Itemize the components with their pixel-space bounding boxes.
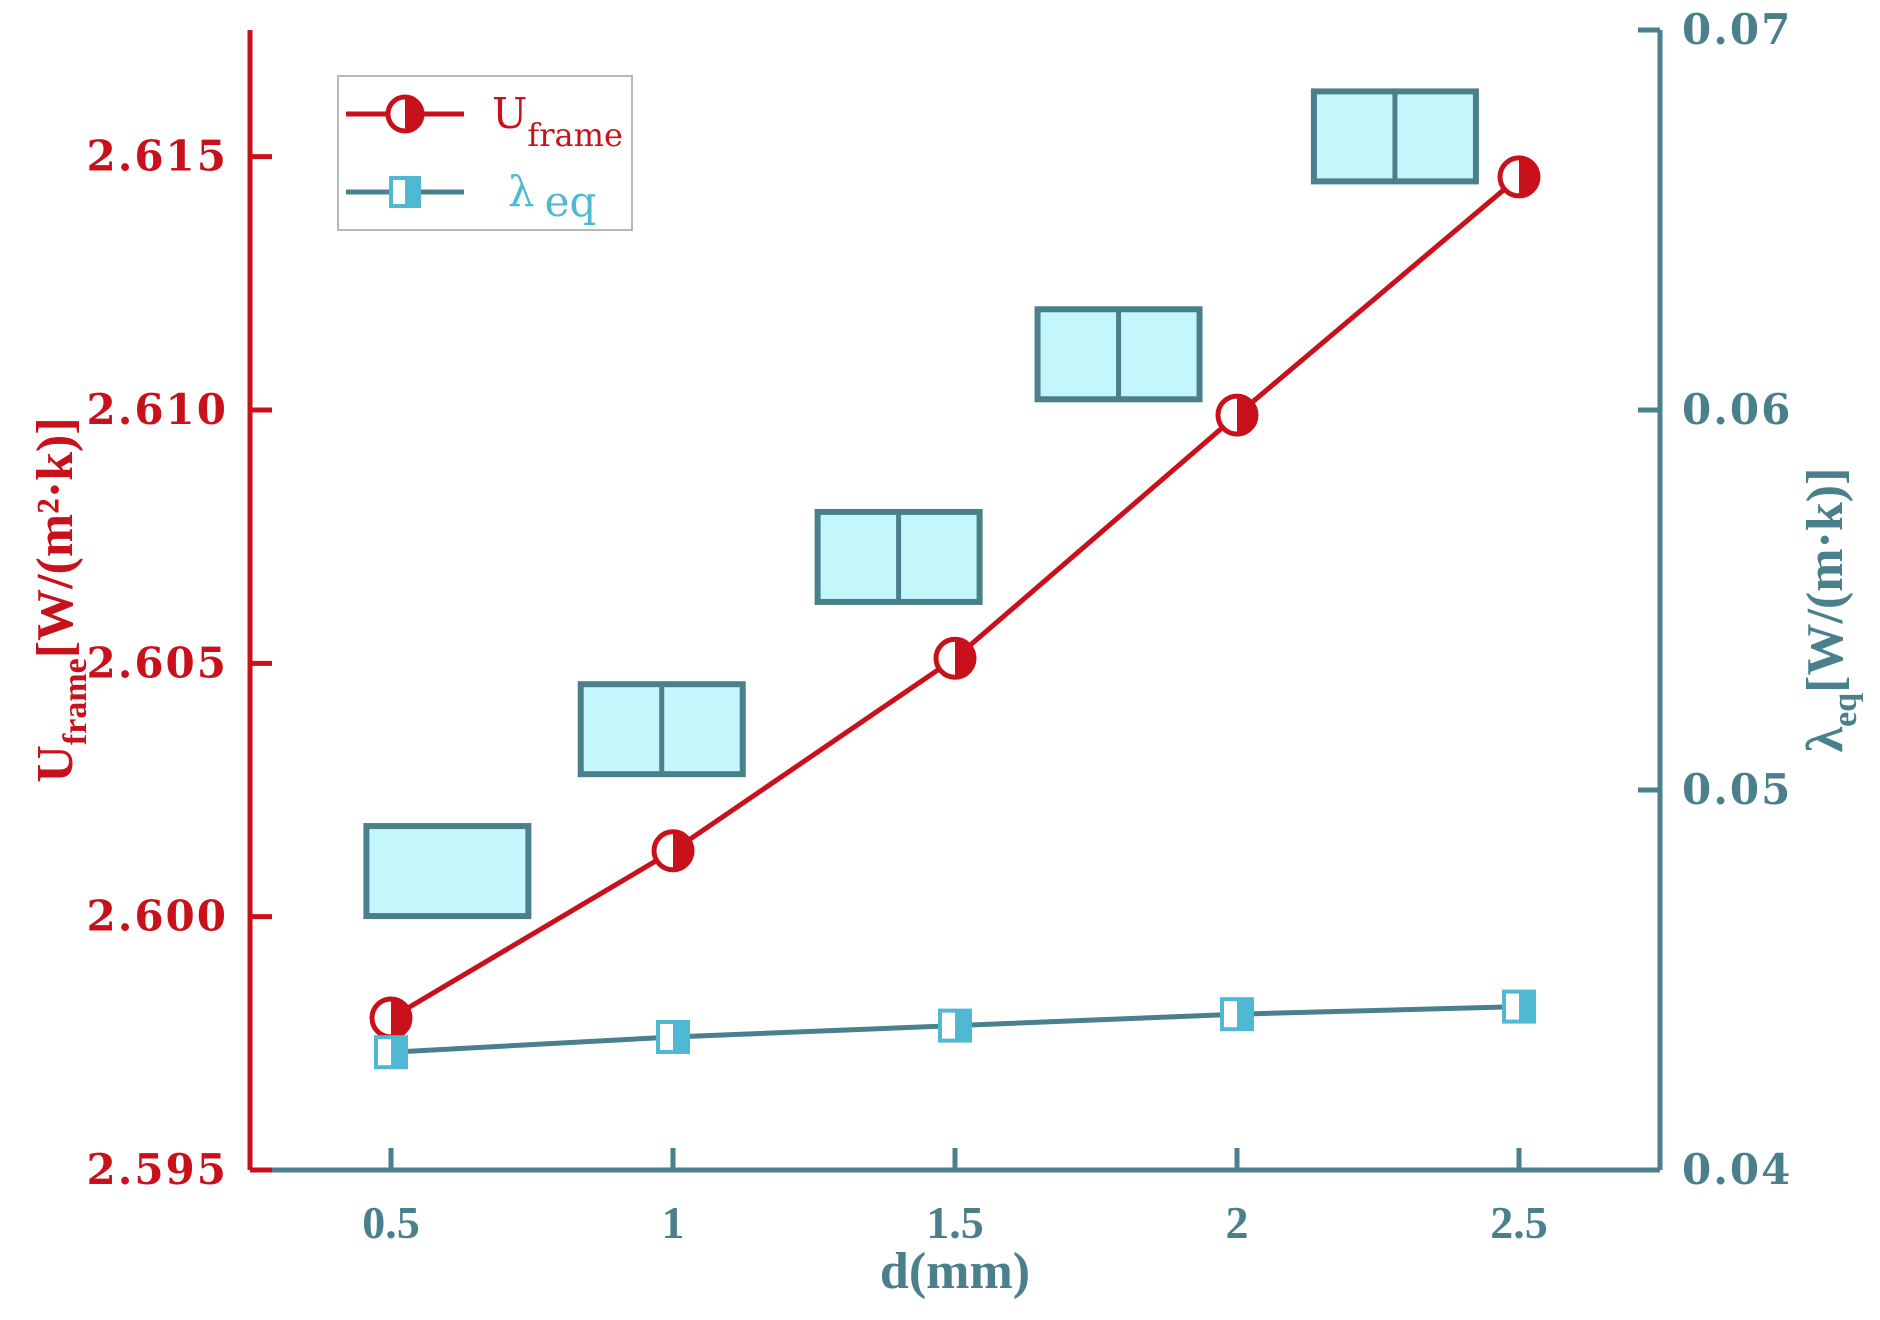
left-tick-label: 2.610 [86, 385, 228, 434]
x-tick-label: 0.5 [362, 1197, 420, 1248]
right-tick-label: 0.04 [1682, 1145, 1792, 1194]
left-tick-label: 2.595 [86, 1145, 228, 1194]
lambda-eq-point [1502, 989, 1536, 1024]
x-tick-label: 2 [1226, 1197, 1249, 1248]
u-frame-point [651, 829, 695, 873]
marker-fill [1519, 991, 1534, 1022]
frame-icon-1 [363, 823, 532, 920]
right-tick-label: 0.06 [1682, 385, 1792, 434]
left-tick-label: 2.605 [86, 638, 228, 687]
series-markers [369, 155, 1541, 1070]
right-tick-label: 0.05 [1682, 765, 1792, 814]
axis-titles: d(mm) Uframe[W/(m²·k)] λeq[W/(m·k)] [27, 417, 1864, 1300]
marker-fill [673, 1022, 688, 1052]
legend-marker-lambda-eq [389, 176, 421, 208]
left-tick-label: 2.615 [86, 132, 228, 181]
marker-fill [955, 639, 974, 678]
marker-fill [955, 1010, 970, 1041]
legend-box [337, 75, 633, 231]
u-frame-point [933, 636, 977, 680]
frame-icon-5 [1310, 88, 1479, 185]
x-tick-label: 1 [662, 1197, 685, 1248]
right-tick-label: 0.07 [1682, 5, 1792, 54]
left-axis-title-text: Uframe[W/(m²·k)] [27, 417, 94, 782]
lambda-eq-point [656, 1020, 690, 1054]
legend-label-lambda-eq: λ eq [508, 167, 596, 226]
marker-fill [391, 999, 410, 1037]
lambda-eq-point [1220, 997, 1254, 1032]
x-tick-label: 1.5 [926, 1197, 984, 1248]
lambda-eq-point [374, 1035, 408, 1070]
u-frame-point [1215, 393, 1259, 437]
frame-icon-3 [814, 508, 983, 605]
x-tick-label: 2.5 [1490, 1197, 1548, 1248]
x-axis-title: d(mm) [880, 1243, 1030, 1300]
marker-fill [1237, 999, 1252, 1030]
frame-cross-section-icons [363, 88, 1479, 920]
series-lines [389, 175, 1521, 1055]
marker-fill [1519, 157, 1539, 196]
left-axis-title: Uframe[W/(m²·k)] [27, 417, 94, 782]
marker-fill [1237, 396, 1256, 435]
left-tick-label: 2.600 [86, 892, 228, 941]
u-frame-point [369, 996, 413, 1040]
marker-fill [673, 831, 692, 870]
marker-fill [391, 1037, 406, 1068]
legend: Uframe λ eq [337, 75, 633, 231]
u-frame-point [1497, 155, 1541, 199]
lambda-eq-point [938, 1008, 972, 1043]
marker-fill [405, 97, 422, 131]
right-axis-title-text: λeq[W/(m·k)] [1797, 468, 1864, 753]
right-axis-title: λeq[W/(m·k)] [1797, 468, 1864, 753]
frame-icon-4 [1034, 306, 1203, 403]
legend-label-u-frame: Uframe [492, 89, 623, 154]
frame-icon-2 [577, 681, 746, 778]
axes: 2.595 2.600 2.605 2.610 2.615 0.04 0.05 0.06 0.0… [86, 5, 1792, 1248]
legend-marker-u-frame [385, 94, 425, 134]
marker-fill [405, 178, 419, 206]
frame-icon-box [363, 823, 532, 920]
